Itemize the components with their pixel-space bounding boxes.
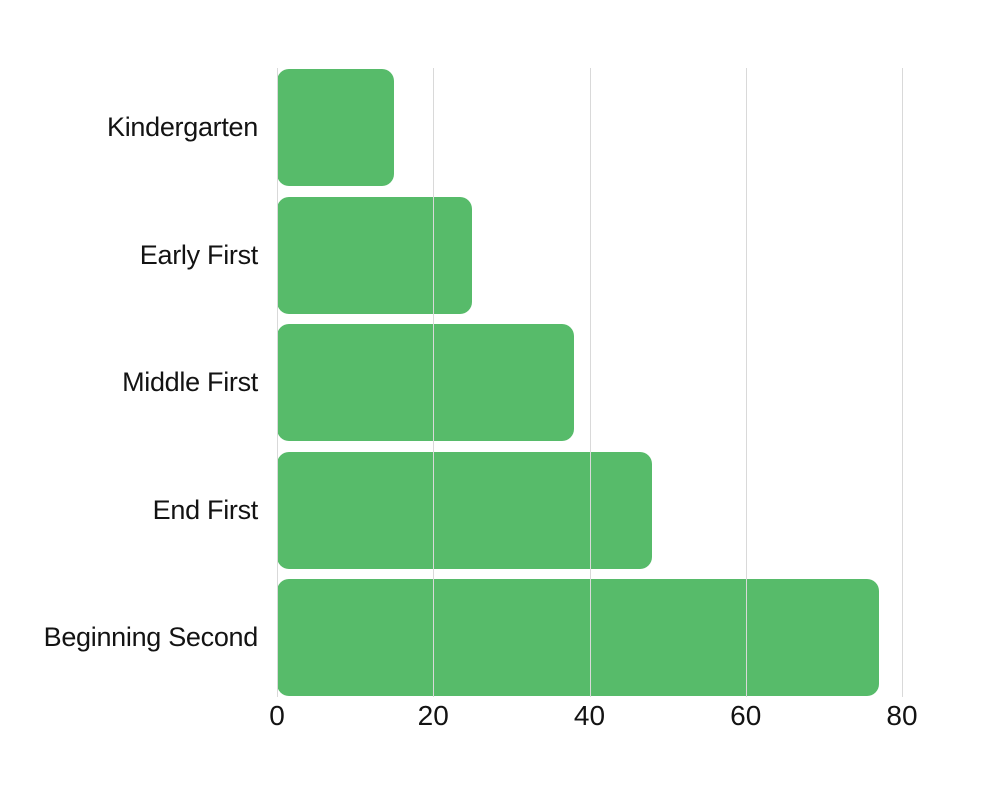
- x-tick-label-80: 80: [886, 700, 918, 731]
- bar-row: [277, 69, 917, 186]
- gridline-x-40: [589, 68, 591, 697]
- category-label: Middle First: [122, 367, 258, 397]
- category-label-row: Kindergarten: [0, 69, 258, 186]
- bar-row: [277, 196, 917, 314]
- category-label: Kindergarten: [106, 112, 258, 142]
- category-label: Early First: [139, 239, 259, 270]
- bar-beginning-second: [277, 579, 879, 696]
- gridline-x-0: [277, 68, 278, 697]
- category-label-row: End First: [0, 452, 259, 569]
- category-label-row: Beginning Second: [0, 579, 259, 696]
- x-tick-label-60: 60: [730, 700, 762, 731]
- bar-kindergarten: [277, 69, 395, 186]
- bar-middle-first: [277, 324, 574, 441]
- bars-container: [277, 69, 917, 696]
- x-tick-label-0: 0: [269, 700, 285, 731]
- bar-end-first: [277, 451, 652, 569]
- gridline-x-80: [902, 68, 903, 697]
- plot-area: [277, 68, 917, 697]
- category-label-row: Early First: [0, 197, 259, 314]
- gridline-x-20: [433, 68, 435, 697]
- category-label: End First: [152, 494, 259, 525]
- y-axis-category-labels: Kindergarten Early First Middle First End F…: [0, 69, 259, 696]
- bar-row: [277, 324, 917, 441]
- gridline-x-60: [745, 68, 747, 697]
- x-tick-label-20: 20: [417, 700, 449, 731]
- category-label: Beginning Second: [43, 622, 259, 652]
- x-axis-tick-labels: 0 20 40 60 80: [0, 700, 995, 740]
- bar-row: [277, 579, 917, 696]
- bar-row: [277, 451, 917, 569]
- category-label-row: Middle First: [0, 324, 258, 441]
- bar-early-first: [277, 196, 473, 314]
- x-tick-label-40: 40: [573, 700, 606, 731]
